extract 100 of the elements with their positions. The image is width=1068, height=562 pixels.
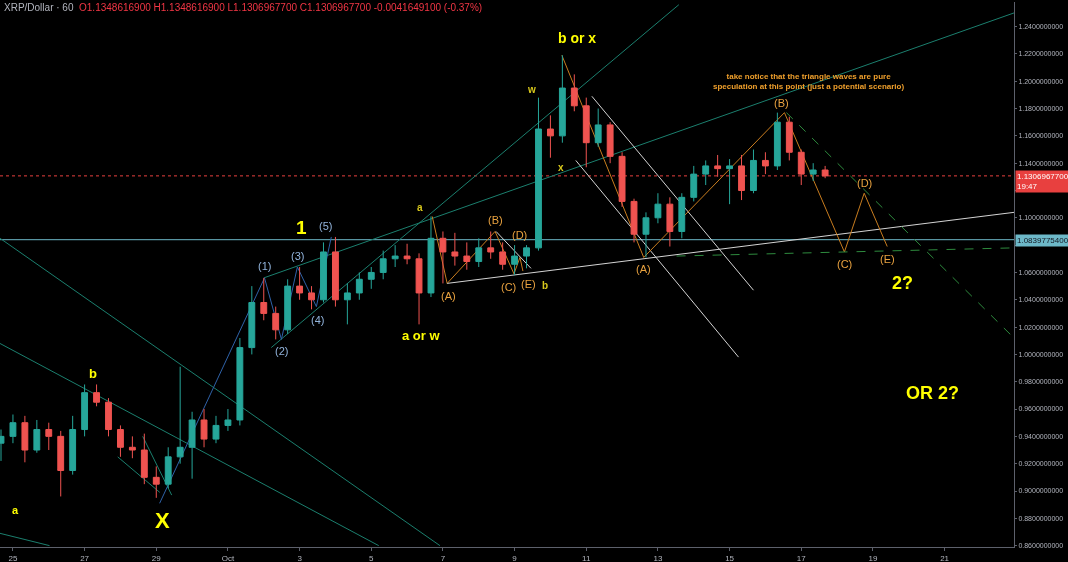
- candlestick: [105, 397, 112, 437]
- annotation: (D): [512, 229, 528, 241]
- candlestick: [128, 435, 136, 459]
- annotation: (4): [311, 314, 325, 326]
- annotation: (5): [319, 220, 333, 232]
- x-tick-label: 25: [8, 553, 18, 562]
- candlestick: [439, 230, 447, 284]
- x-tick-label: 17: [796, 553, 807, 562]
- candlestick: [69, 415, 77, 476]
- annotation: b: [89, 366, 97, 381]
- annotation: b: [542, 280, 549, 291]
- candlestick: [726, 158, 734, 205]
- candlestick: [678, 192, 686, 239]
- candlestick: [785, 116, 793, 161]
- annotation: b or x: [558, 30, 597, 46]
- candlestick: [9, 414, 17, 444]
- x-tick-label: 21: [940, 553, 950, 562]
- candlestick: [570, 73, 578, 112]
- x-tick-label: 3: [297, 553, 303, 562]
- candlestick: [320, 241, 327, 303]
- chart-title: XRP/Dollar · 60: [4, 2, 74, 13]
- x-tick-label: 5: [369, 553, 375, 562]
- annotation: (3): [291, 250, 305, 262]
- candlestick: [248, 285, 256, 355]
- candlestick: [391, 244, 399, 268]
- candlestick: [797, 149, 805, 186]
- candlestick: [176, 366, 184, 465]
- candlestick: [212, 415, 220, 444]
- annotation: (1): [258, 260, 272, 272]
- candlestick: [152, 465, 160, 499]
- annotation: a: [417, 202, 423, 213]
- annotation: w: [527, 84, 536, 95]
- candlestick: [487, 230, 495, 260]
- candlestick: [809, 162, 817, 182]
- candlestick: [140, 433, 148, 485]
- x-tick-label: 9: [512, 553, 518, 562]
- candlestick: [21, 415, 29, 463]
- candlestick: [296, 266, 304, 301]
- annotation: (E): [880, 253, 895, 265]
- candlestick: [773, 112, 781, 171]
- candlestick: [475, 237, 483, 268]
- candlestick: [523, 244, 530, 269]
- candlestick: [761, 151, 769, 175]
- candlestick: [33, 419, 41, 454]
- chart-subtitle: O1.1348616900 H1.1348616900 L1.1306967700 C1.1306967700 -0.0041649100 (-0.37%): [79, 2, 483, 13]
- annotation: X: [155, 508, 170, 533]
- candlestick: [93, 383, 100, 407]
- candlestick: [702, 159, 710, 186]
- x-tick-label: Oct: [221, 553, 235, 562]
- candlestick: [260, 277, 268, 321]
- candlestick: [272, 306, 280, 340]
- x-tick-label: 27: [80, 553, 90, 562]
- candlestick: [499, 241, 507, 271]
- candlestick: [57, 430, 65, 497]
- candlestick: [367, 266, 375, 290]
- annotation: 1: [296, 217, 307, 238]
- candlestick: [606, 121, 614, 164]
- candlestick: [463, 241, 471, 271]
- candlestick: [403, 243, 411, 265]
- annotation: (C): [837, 258, 853, 270]
- annotation: (2): [275, 345, 289, 357]
- candlestick: [188, 411, 196, 480]
- candlestick: [236, 337, 244, 426]
- candlestick: [690, 165, 698, 202]
- candlestick: [451, 232, 459, 267]
- ref-line-label: 1.0839775400: [1017, 236, 1068, 245]
- candlestick: [343, 282, 351, 325]
- candlestick: [332, 236, 339, 308]
- x-tick-label: 29: [151, 553, 162, 562]
- annotation: take notice that the triangle waves are pure speculation at this point (just a potential scenario): [713, 72, 905, 92]
- candlestick: [200, 408, 208, 448]
- candlestick: [45, 422, 53, 451]
- candlestick: [642, 211, 650, 258]
- candlestick: [582, 97, 590, 168]
- candlestick: [308, 285, 315, 310]
- candlestick: [714, 154, 722, 178]
- annotation: a or w: [402, 328, 441, 343]
- candlestick: [427, 215, 435, 298]
- annotation: OR 2?: [906, 383, 960, 403]
- annotation: (B): [774, 97, 789, 109]
- annotation: (B): [488, 214, 503, 226]
- candlestick: [81, 383, 89, 437]
- candlestick: [558, 54, 566, 144]
- candlestick: [666, 196, 674, 247]
- candlestick: [379, 250, 387, 280]
- candlestick: [738, 154, 745, 201]
- x-tick-label: 11: [582, 553, 591, 562]
- candlestick: [117, 424, 124, 458]
- candlestick: [630, 198, 638, 243]
- x-tick-label: 15: [725, 553, 735, 562]
- candlestick: [654, 192, 662, 224]
- ref-line-label: 1.1306967700 19:47: [1017, 172, 1068, 192]
- candlestick: [750, 149, 757, 194]
- candlestick: [535, 97, 542, 252]
- candlestick: [164, 446, 172, 489]
- annotation: (A): [636, 263, 651, 275]
- candlestick: [415, 252, 423, 325]
- candlestick: [355, 271, 363, 301]
- annotation: a: [12, 504, 19, 516]
- x-tick-label: 7: [440, 553, 446, 562]
